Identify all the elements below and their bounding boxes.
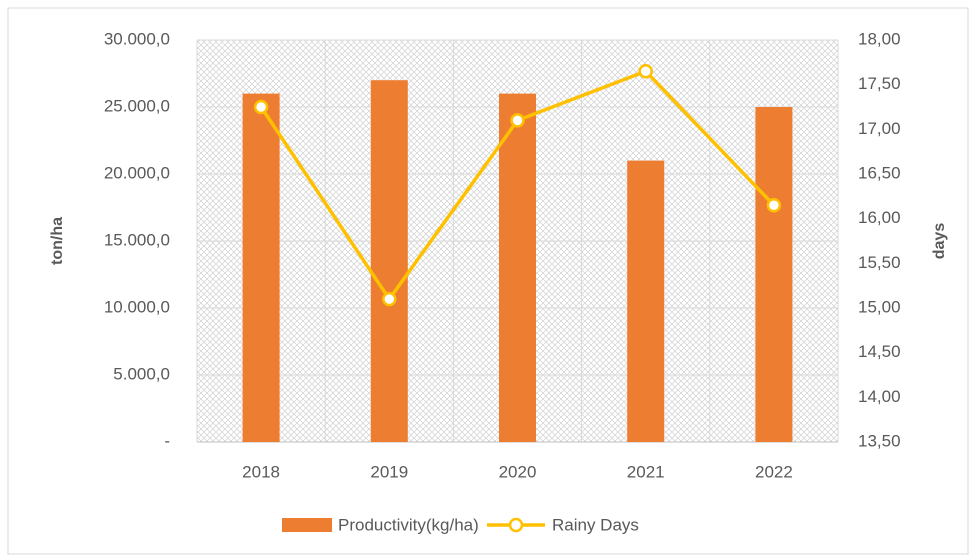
- y-tick-label: 10.000,0: [104, 297, 170, 316]
- bar: [499, 93, 536, 442]
- y-tick-label: 20.000,0: [104, 163, 170, 182]
- y-axis-title: ton/ha: [49, 217, 66, 265]
- legend-label: Rainy Days: [552, 515, 639, 534]
- y2-tick-label: 17,50: [858, 74, 901, 93]
- line-marker: [253, 99, 269, 115]
- legend-swatch: [508, 517, 524, 533]
- line-marker: [382, 291, 397, 307]
- y2-tick-label: 16,50: [858, 163, 901, 182]
- bar: [242, 93, 280, 442]
- y-tick-label: 25.000,0: [104, 96, 170, 115]
- line-marker: [638, 64, 653, 79]
- x-tick-label: 2022: [755, 462, 793, 481]
- y2-tick-label: 15,50: [858, 253, 901, 272]
- bar: [627, 160, 665, 442]
- bar: [370, 80, 408, 442]
- legend-swatch: [282, 518, 332, 532]
- x-tick-label: 2019: [370, 462, 408, 481]
- x-tick-label: 2021: [627, 462, 665, 481]
- y2-tick-label: 18,00: [858, 29, 901, 48]
- line-marker: [510, 113, 525, 128]
- y2-tick-label: 14,50: [858, 342, 901, 361]
- x-tick-label: 2020: [499, 462, 537, 481]
- y-tick-label: 15.000,0: [104, 230, 170, 249]
- y2-tick-label: 15,00: [858, 297, 901, 316]
- y2-tick-label: 17,00: [858, 119, 901, 138]
- y-tick-label: 30.000,0: [104, 29, 170, 48]
- y-tick-label: -: [164, 431, 170, 450]
- bar: [755, 107, 793, 442]
- y-tick-label: 5.000,0: [113, 364, 170, 383]
- y2-tick-label: 16,00: [858, 208, 901, 227]
- y2-tick-label: 14,00: [858, 387, 901, 406]
- y2-tick-label: 13,50: [858, 431, 901, 450]
- x-tick-label: 2018: [242, 462, 280, 481]
- line-marker: [766, 198, 782, 213]
- legend-label: Productivity(kg/ha): [338, 515, 479, 534]
- y2-axis-title: days: [931, 223, 948, 260]
